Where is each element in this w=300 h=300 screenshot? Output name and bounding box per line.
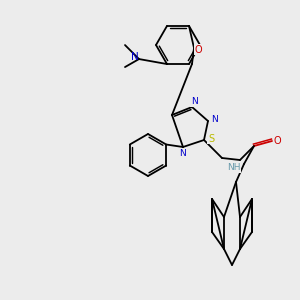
- Text: NH: NH: [227, 164, 241, 172]
- Text: N: N: [131, 52, 139, 62]
- Text: O: O: [194, 45, 202, 55]
- Text: N: N: [211, 115, 218, 124]
- Text: N: N: [178, 148, 185, 158]
- Text: S: S: [208, 134, 214, 144]
- Text: O: O: [273, 136, 281, 146]
- Text: N: N: [190, 98, 197, 106]
